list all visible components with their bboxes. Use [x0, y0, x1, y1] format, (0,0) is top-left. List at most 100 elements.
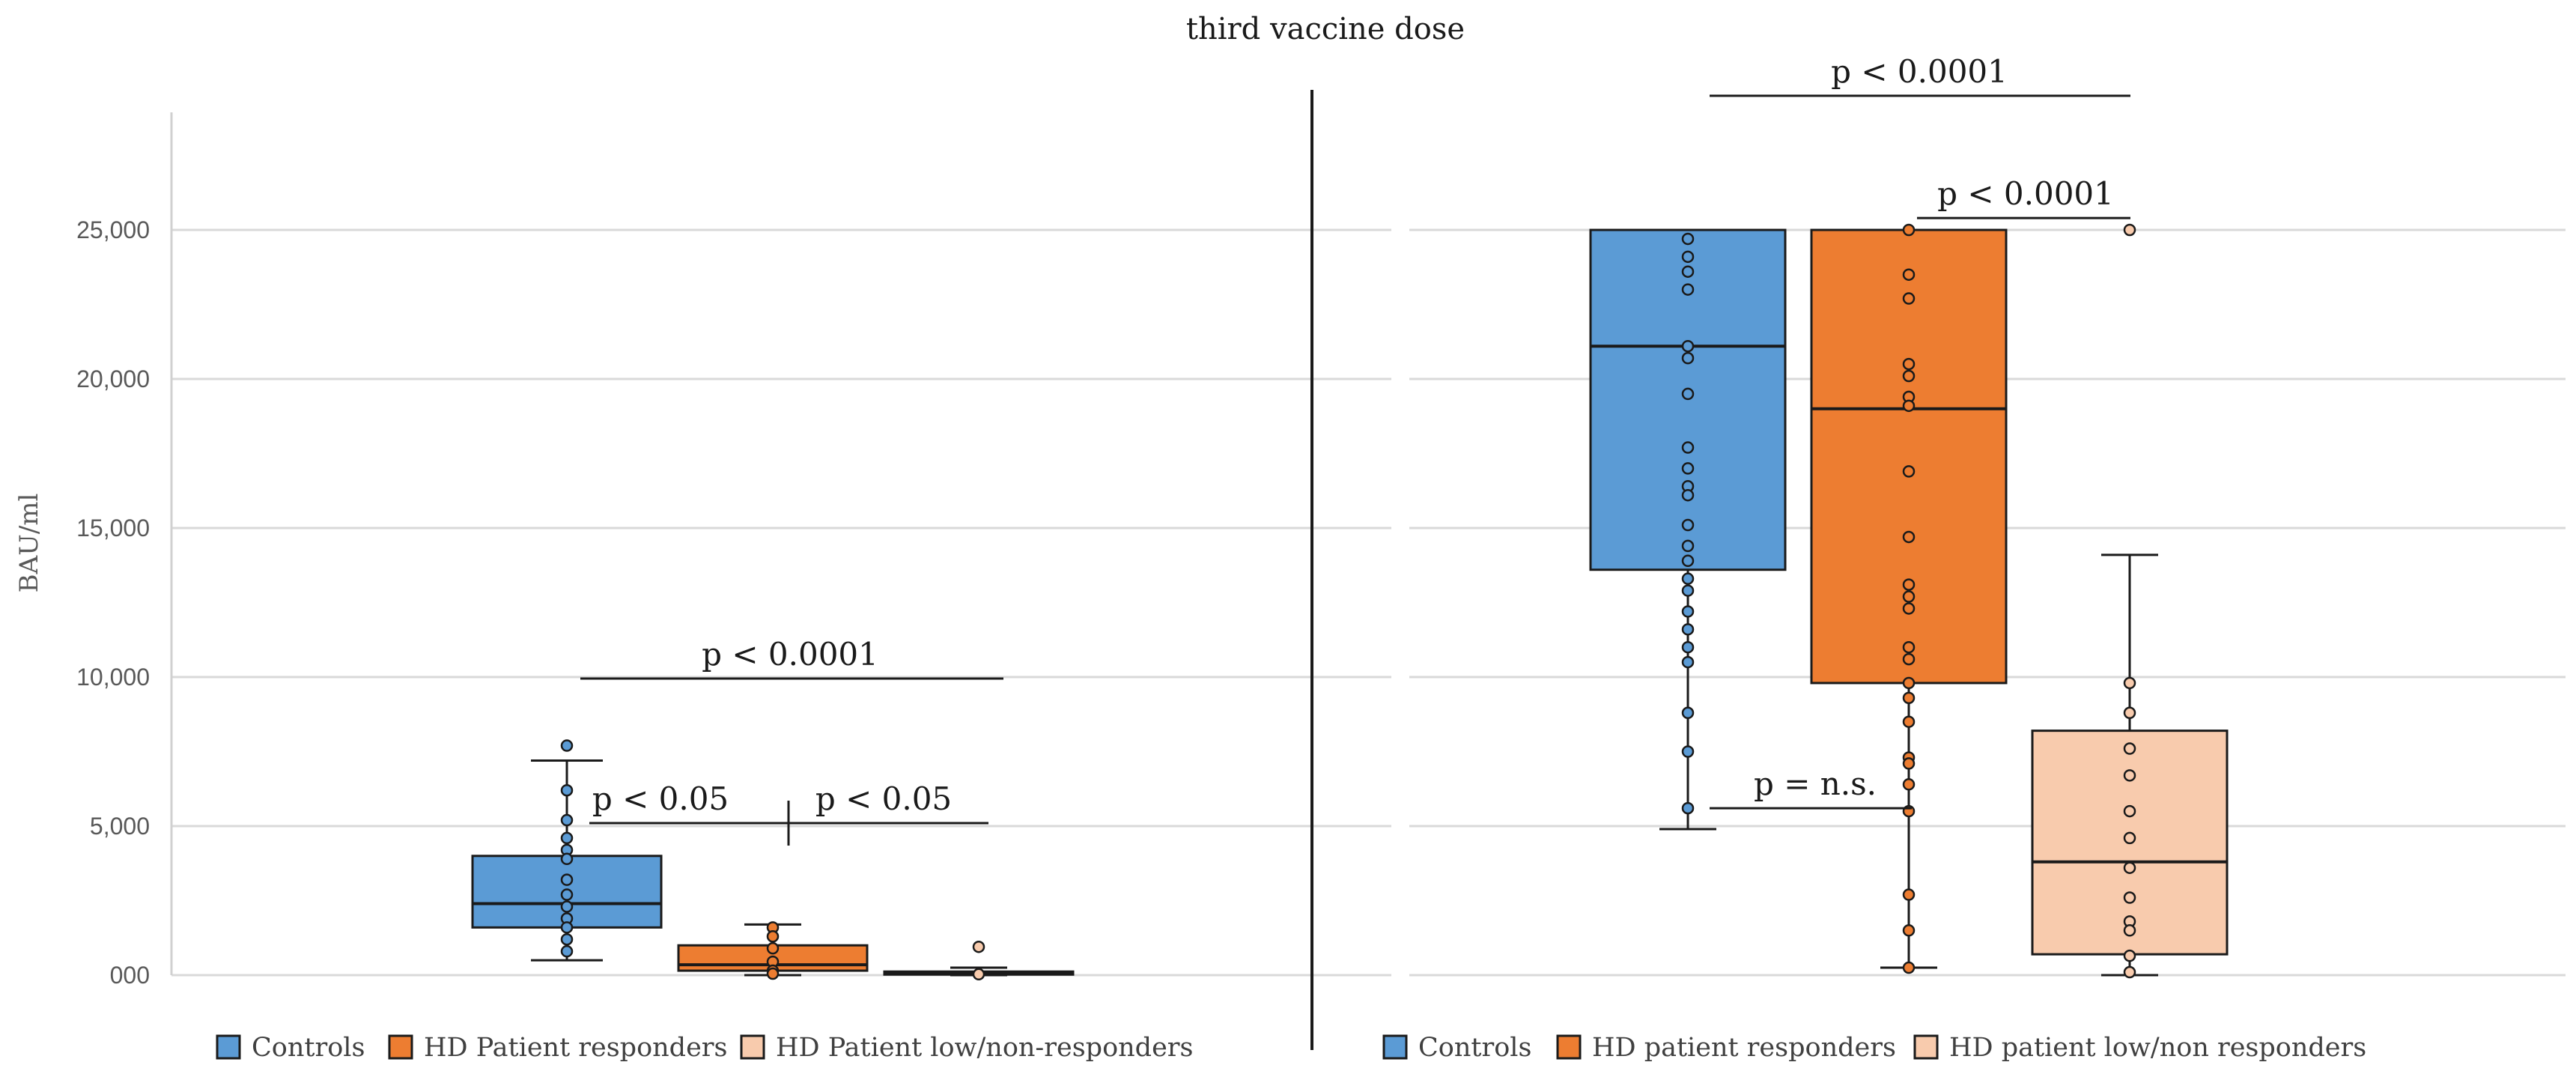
data-point	[2123, 861, 2136, 874]
legend-label-low: HD Patient low/non-responders	[776, 1033, 1194, 1063]
data-point	[1681, 640, 1695, 654]
data-point	[1681, 572, 1695, 585]
y-tick-label: 000	[110, 962, 150, 989]
data-point	[1681, 351, 1695, 365]
data-point	[560, 831, 574, 845]
significance-label: p < 0.0001	[1831, 53, 2008, 90]
data-point	[1902, 590, 1916, 603]
data-point	[560, 739, 574, 752]
box-left-low	[883, 940, 1075, 981]
y-tick-label: 5,000	[90, 813, 150, 840]
legend-swatch-responders	[1556, 1034, 1582, 1060]
data-point	[1681, 232, 1695, 246]
data-point	[1902, 640, 1916, 654]
y-tick-labels: 000 5,000 10,000 15,000 20,000 25,000	[76, 216, 150, 989]
data-point	[560, 873, 574, 886]
data-point	[1681, 488, 1695, 502]
data-point	[560, 900, 574, 913]
data-point	[1681, 801, 1695, 815]
data-point	[1681, 539, 1695, 553]
data-point	[2123, 742, 2136, 755]
data-point	[1681, 584, 1695, 597]
data-point	[766, 967, 780, 980]
significance-label: p < 0.05	[815, 780, 952, 817]
significance-label: p < 0.05	[592, 780, 729, 817]
significance-label: p = n.s.	[1754, 765, 1877, 802]
box-right-controls	[1589, 228, 1787, 831]
data-point	[1681, 745, 1695, 758]
data-point	[1902, 602, 1916, 615]
y-tick-label: 20,000	[76, 365, 150, 392]
data-point	[1902, 465, 1916, 478]
box-plots	[471, 223, 2229, 981]
data-point	[1902, 691, 1916, 705]
data-point	[972, 968, 985, 981]
data-point	[1902, 961, 1916, 974]
data-point	[1681, 250, 1695, 264]
data-point	[1902, 924, 1916, 937]
data-point	[766, 930, 780, 943]
data-point	[1681, 387, 1695, 401]
data-point	[1902, 223, 1916, 237]
data-point	[1681, 441, 1695, 454]
y-tick-label: 15,000	[76, 515, 150, 541]
data-point	[1902, 268, 1916, 281]
y-axis-label: BAU/ml	[14, 494, 44, 593]
data-point	[2123, 223, 2136, 237]
box-left-controls	[471, 739, 663, 962]
data-point	[560, 888, 574, 901]
data-point	[1902, 292, 1916, 305]
legend-swatch-low	[740, 1034, 765, 1060]
data-point	[1902, 778, 1916, 791]
data-point	[1902, 652, 1916, 666]
legend-swatch-low	[1913, 1034, 1939, 1060]
significance-annotations: p < 0.0001 p < 0.05 p < 0.05 p < 0.0001 p < …	[580, 53, 2130, 846]
data-point	[1681, 706, 1695, 720]
box-left-responders	[677, 921, 869, 980]
data-point	[1681, 605, 1695, 618]
data-point	[1681, 655, 1695, 669]
box-right-responders	[1810, 223, 2008, 974]
data-point	[1681, 462, 1695, 475]
legend-swatch-controls	[216, 1034, 241, 1060]
data-point	[1681, 283, 1695, 296]
legend-label-low: HD patient low/non responders	[1949, 1033, 2366, 1063]
data-point	[1681, 518, 1695, 532]
chart-title: third vaccine dose	[1186, 12, 1465, 46]
data-point	[560, 783, 574, 797]
legend-label-responders: HD Patient responders	[424, 1033, 728, 1063]
data-point	[1902, 888, 1916, 901]
data-point	[2123, 965, 2136, 979]
data-point	[2123, 804, 2136, 818]
data-point	[560, 852, 574, 866]
data-point	[560, 944, 574, 958]
data-point	[1902, 676, 1916, 690]
legend-label-responders: HD patient responders	[1592, 1033, 1896, 1063]
data-point	[1902, 357, 1916, 371]
data-point	[1902, 530, 1916, 544]
data-point	[2123, 924, 2136, 937]
y-tick-label: 25,000	[76, 216, 150, 243]
data-point	[1902, 578, 1916, 591]
significance-label: p < 0.0001	[702, 636, 878, 673]
data-point	[1681, 623, 1695, 636]
data-point	[1681, 554, 1695, 568]
legend-swatch-controls	[1382, 1034, 1408, 1060]
data-point	[2123, 831, 2136, 845]
data-point	[766, 941, 780, 955]
data-point	[560, 932, 574, 946]
legends: Controls HD Patient responders HD Patient …	[216, 1033, 2366, 1063]
data-point	[1681, 265, 1695, 278]
data-point	[1902, 399, 1916, 413]
data-point	[1902, 715, 1916, 728]
data-point	[2123, 676, 2136, 690]
significance-label: p < 0.0001	[1937, 175, 2114, 212]
data-point	[2123, 949, 2136, 962]
box-right-low	[2031, 223, 2229, 979]
data-point	[972, 940, 985, 953]
data-point	[2123, 891, 2136, 904]
y-tick-label: 10,000	[76, 664, 150, 691]
legend-label-controls: Controls	[252, 1033, 365, 1063]
gridlines-left	[171, 228, 1391, 977]
